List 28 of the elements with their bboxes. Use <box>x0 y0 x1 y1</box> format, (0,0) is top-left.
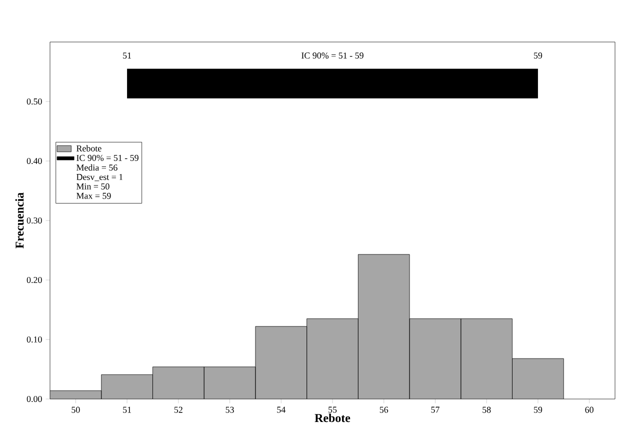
annotation: Desv_est = 1 <box>76 174 123 182</box>
x-tick-label: 60 <box>585 406 594 413</box>
x-tick-label: 53 <box>226 406 234 413</box>
legend-label: Rebote <box>76 145 102 152</box>
annotation: Min = 50 <box>76 183 110 190</box>
legend-label: IC 90% = 51 - 59 <box>76 154 138 161</box>
y-tick-label: 0.10 <box>26 336 42 343</box>
x-tick-label: 57 <box>431 406 440 413</box>
y-tick-label: 0.00 <box>26 396 42 402</box>
text: IC 90% = 51 - 59 <box>302 52 364 59</box>
x-tick-label: 52 <box>174 406 182 413</box>
y-tick-label: 0.50 <box>26 98 42 105</box>
annotation: Max = 59 <box>76 192 111 199</box>
x-tick-label: 54 <box>277 406 286 413</box>
annotation: 59 <box>534 52 542 59</box>
x-tick-label: 51 <box>123 406 131 413</box>
x-tick-label: 50 <box>72 406 80 413</box>
y-axis-title: Frecuencia <box>15 192 24 248</box>
annotation: 51 <box>123 52 131 59</box>
annotation: Media = 56 <box>76 164 118 171</box>
x-tick-label: 56 <box>380 406 388 413</box>
x-tick-label: 59 <box>534 406 542 413</box>
x-tick-label: 55 <box>328 406 337 413</box>
x-axis-title: Rebote <box>314 414 350 422</box>
y-tick-label: 0.40 <box>26 158 42 164</box>
x-tick-label: 58 <box>482 406 491 413</box>
y-tick-label: 0.30 <box>26 217 42 224</box>
y-tick-label: 0.20 <box>26 276 42 284</box>
